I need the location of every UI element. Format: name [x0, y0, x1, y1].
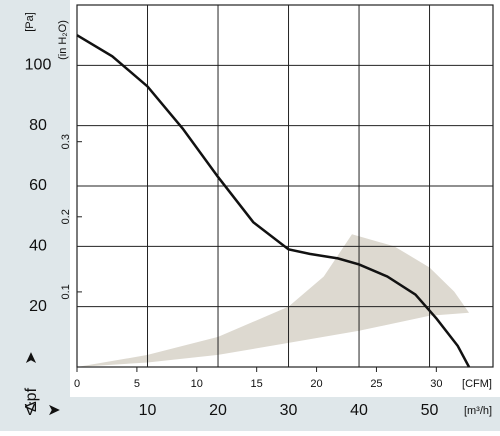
curve	[76, 34, 471, 368]
x-tick-label: 30	[280, 402, 298, 419]
y-tick-label: 60	[29, 177, 47, 194]
y-tick-label: 100	[25, 57, 52, 74]
y-arrow: ➤	[23, 351, 40, 364]
y-tick-label: 20	[29, 298, 47, 315]
x2-tick-label: 15	[251, 378, 263, 390]
x-arrow: ➤	[47, 402, 60, 419]
y-tick-label: 80	[29, 117, 47, 134]
x-tick-label: 40	[350, 402, 368, 419]
x-label: V̇	[25, 401, 36, 419]
y2-tick-label: 0.3	[60, 134, 72, 149]
x-tick-label: 20	[209, 402, 227, 419]
y2-tick-label: 0.2	[60, 209, 72, 224]
operating-region	[77, 234, 470, 367]
bottom-panel	[0, 397, 500, 431]
left-panel	[0, 0, 70, 431]
x-unit: [m³/h]	[464, 405, 492, 417]
x-tick-label: 10	[139, 402, 157, 419]
x2-tick-label: 20	[310, 378, 322, 390]
y-tick-label: 40	[29, 238, 47, 255]
x2-unit: [CFM]	[462, 378, 492, 390]
x2-tick-label: 0	[74, 378, 80, 390]
y2-tick-label: 0.1	[60, 284, 72, 299]
y-label: Δpf	[23, 387, 40, 412]
x2-tick-label: 10	[191, 378, 203, 390]
x2-tick-label: 5	[134, 378, 140, 390]
plot-border	[76, 4, 494, 368]
x-tick-label: 50	[421, 402, 439, 419]
y2-unit: (in H₂O)	[57, 20, 69, 60]
x2-tick-label: 25	[370, 378, 382, 390]
y-unit: [Pa]	[24, 12, 36, 32]
x2-tick-label: 30	[430, 378, 442, 390]
